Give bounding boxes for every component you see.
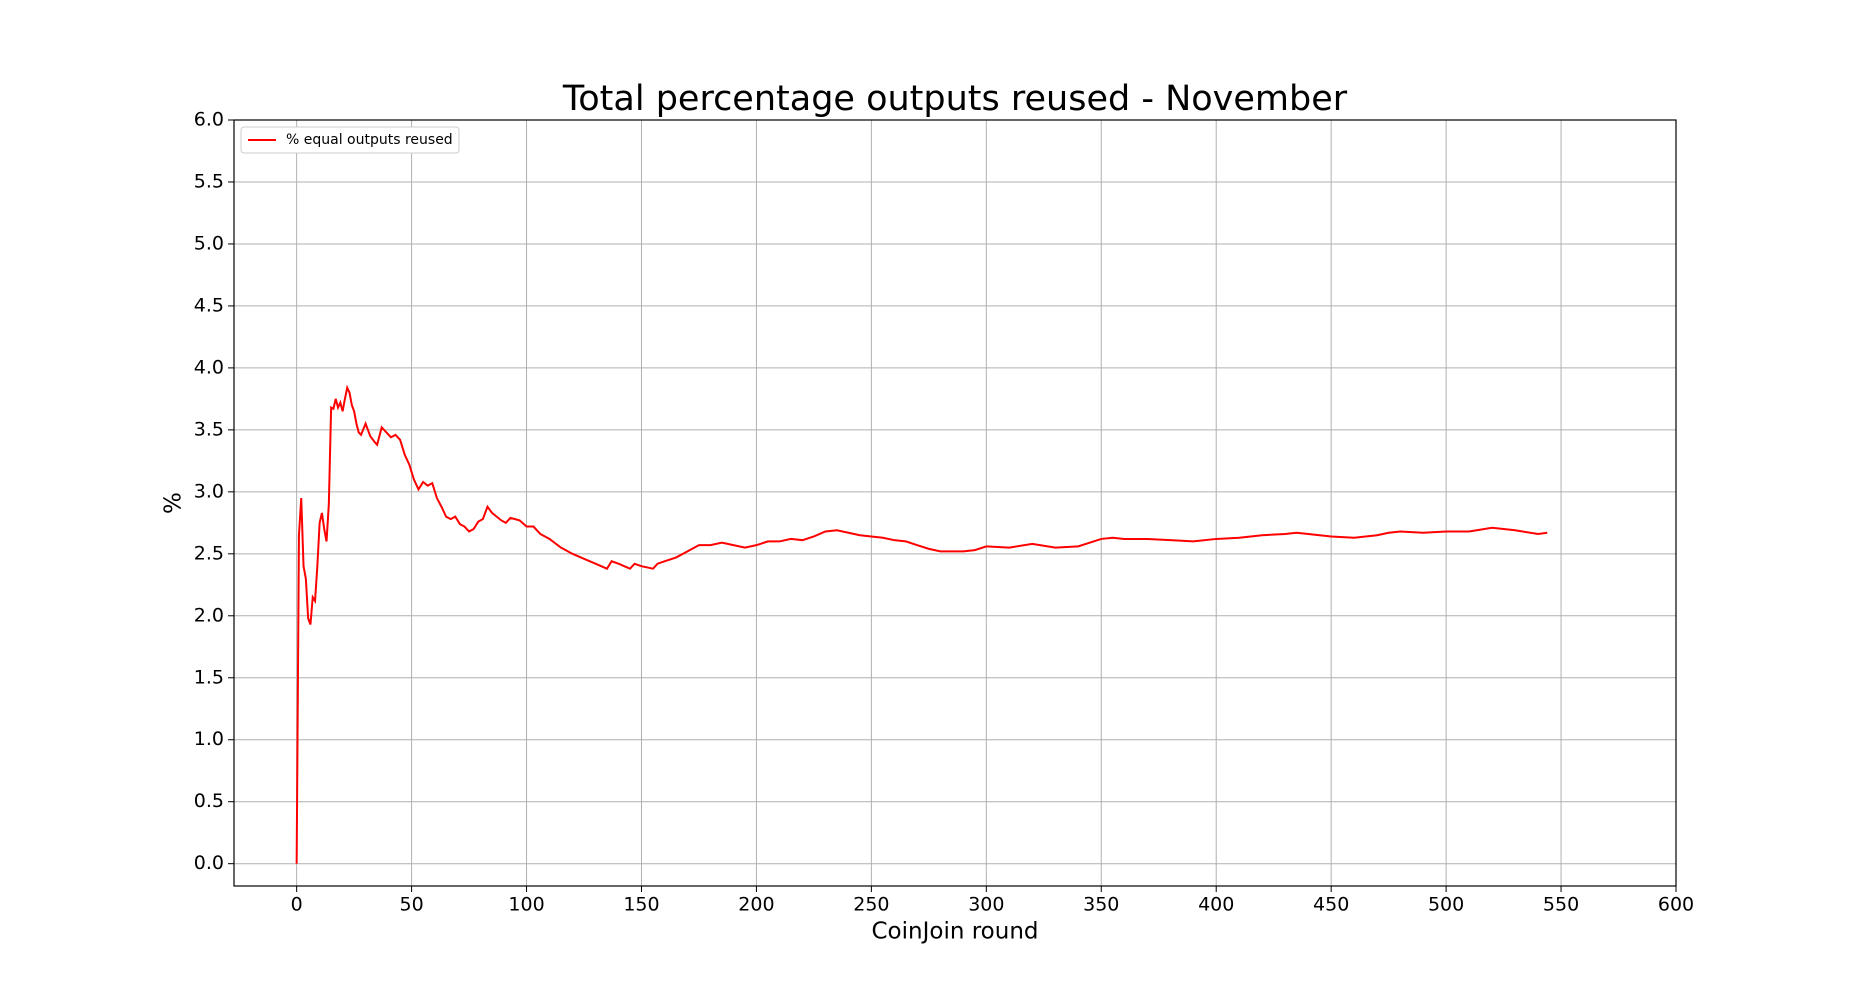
y-tick-label: 4.0: [194, 356, 224, 378]
x-tick-label: 50: [399, 894, 423, 916]
y-tick-label: 0.0: [194, 852, 224, 874]
y-tick-label: 3.0: [194, 480, 224, 502]
x-tick-label: 400: [1198, 894, 1234, 916]
y-tick-label: 2.0: [194, 604, 224, 626]
y-tick-label: 5.0: [194, 232, 224, 254]
chart-title: Total percentage outputs reused - Novemb…: [562, 79, 1348, 119]
y-tick-label: 1.0: [194, 728, 224, 750]
x-tick-label: 200: [738, 894, 774, 916]
legend-label: % equal outputs reused: [286, 132, 453, 148]
y-tick-label: 1.5: [194, 666, 224, 688]
x-tick-label: 350: [1083, 894, 1119, 916]
x-tick-label: 150: [623, 894, 659, 916]
x-tick-label: 550: [1543, 894, 1579, 916]
y-tick-label: 2.5: [194, 542, 224, 564]
x-tick-label: 300: [968, 894, 1004, 916]
x-axis-label: CoinJoin round: [871, 919, 1038, 945]
x-tick-label: 500: [1428, 894, 1464, 916]
plot-frame: [233, 119, 1677, 887]
x-tick-label: 450: [1313, 894, 1349, 916]
data-line: [295, 384, 1548, 864]
y-tick-label: 6.0: [194, 109, 224, 131]
legend: % equal outputs reused: [240, 126, 460, 154]
y-tick-label: 0.5: [194, 790, 224, 812]
legend-box: [240, 126, 460, 154]
y-axis-label: %: [161, 492, 187, 514]
y-tick-label: 4.5: [194, 294, 224, 316]
y-tick-label: 5.5: [194, 170, 224, 192]
x-tick-label: 100: [508, 894, 544, 916]
x-tick-label: 250: [853, 894, 889, 916]
x-tick-label: 0: [291, 894, 303, 916]
x-tick-label: 600: [1658, 894, 1694, 916]
y-tick-label: 3.5: [194, 418, 224, 440]
